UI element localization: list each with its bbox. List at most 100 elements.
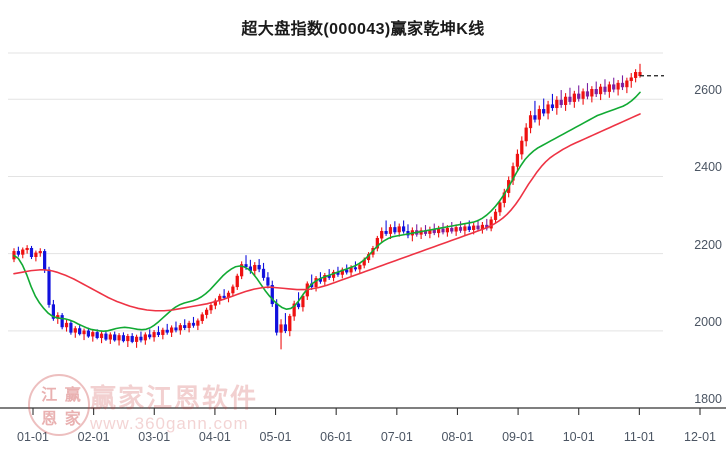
x-axis-tick-label: 07-01 <box>380 430 413 444</box>
candle-body <box>69 322 73 333</box>
candle-body <box>528 115 533 129</box>
candle-body <box>594 89 598 95</box>
y-axis-tick-label: 2200 <box>694 237 722 252</box>
candle-body <box>498 202 502 213</box>
candle-body <box>117 335 121 341</box>
candle-body <box>634 72 638 78</box>
candle-body <box>542 109 546 114</box>
candle-body <box>402 226 406 232</box>
x-axis-tick-label: 03-01 <box>138 430 171 444</box>
candle-body <box>47 269 51 305</box>
candle-body <box>121 335 126 342</box>
y-axis-tick-label: 2600 <box>694 83 722 98</box>
candle-body <box>581 91 585 99</box>
candle-body <box>200 314 204 322</box>
candle-body <box>43 251 47 271</box>
candle-body <box>445 227 449 233</box>
candle-body <box>550 104 555 109</box>
candle-body <box>240 264 244 277</box>
candle-body <box>493 211 498 220</box>
candle-body <box>568 96 572 102</box>
candle-body <box>139 336 143 341</box>
candles <box>12 63 642 350</box>
candle-body <box>450 227 454 232</box>
x-axis-tick-label: 09-01 <box>502 430 535 444</box>
candle-body <box>156 332 161 335</box>
candle-body <box>393 227 397 233</box>
candle-body <box>590 89 594 97</box>
candle-body <box>235 275 239 288</box>
candle-body <box>29 248 34 257</box>
x-axis-tick-label: 02-01 <box>77 430 110 444</box>
candle-body <box>78 328 82 335</box>
candle-body <box>73 328 77 333</box>
candle-body <box>169 327 174 333</box>
candle-body <box>99 333 104 339</box>
candle-body <box>148 334 152 338</box>
candle-body <box>108 334 112 340</box>
candle-body <box>563 96 568 105</box>
ma-line <box>13 113 641 312</box>
candle-body <box>520 140 524 155</box>
candle-body <box>95 332 99 339</box>
candle-body <box>323 275 327 282</box>
candle-body <box>476 225 480 230</box>
candle-body <box>134 336 139 342</box>
candle-body <box>270 285 274 305</box>
candle-body <box>638 72 642 77</box>
candle-body <box>183 325 187 328</box>
candle-body <box>288 315 292 332</box>
candle-body <box>187 322 191 328</box>
x-axis-tick-label: 04-01 <box>198 430 231 444</box>
candle-body <box>152 332 156 338</box>
candle-body <box>143 334 147 341</box>
candle-body <box>191 322 196 326</box>
candle-body <box>380 231 384 239</box>
candle-body <box>174 327 178 331</box>
candle-body <box>231 286 235 294</box>
candle-body <box>64 322 69 328</box>
candle-body <box>375 237 379 249</box>
candle-body <box>524 127 528 142</box>
candle-body <box>555 99 559 109</box>
candle-body <box>358 264 362 270</box>
candle-body <box>629 77 633 82</box>
y-axis-tick-label: 2000 <box>694 314 722 329</box>
candle-body <box>279 324 283 333</box>
candle-body <box>388 227 393 234</box>
candle-body <box>598 86 603 95</box>
candle-body <box>463 226 467 231</box>
candle-body <box>261 268 266 278</box>
candle-body <box>51 304 56 319</box>
candle-body <box>60 315 64 328</box>
candle-body <box>607 84 611 92</box>
candle-body <box>397 226 401 233</box>
candle-body <box>165 329 169 333</box>
candle-body <box>612 84 616 90</box>
candle-body <box>283 324 288 332</box>
candle-body <box>467 226 471 230</box>
candle-body <box>113 334 117 341</box>
candle-body <box>16 251 20 255</box>
candle-body <box>38 251 42 254</box>
x-axis-tick-label: 06-01 <box>320 430 353 444</box>
candle-body <box>437 228 441 234</box>
candle-body <box>441 228 445 233</box>
candle-body <box>616 82 620 90</box>
candle-body <box>515 153 520 167</box>
candle-body <box>161 329 165 335</box>
candle-body <box>209 305 213 311</box>
x-axis-tick-label: 05-01 <box>259 430 292 444</box>
candle-body <box>625 80 629 88</box>
y-axis-tick-label: 2400 <box>694 160 722 175</box>
x-axis-tick-label: 08-01 <box>441 430 474 444</box>
candle-body <box>126 335 130 342</box>
ma-line <box>13 91 641 333</box>
candle-body <box>533 115 537 120</box>
candle-body <box>266 277 270 286</box>
chart-title: 超大盘指数(000043)赢家乾坤K线 <box>241 21 485 38</box>
x-axis-tick-label: 11-01 <box>623 430 655 444</box>
x-axis-tick-label: 10-01 <box>562 430 595 444</box>
candle-body <box>275 303 279 333</box>
